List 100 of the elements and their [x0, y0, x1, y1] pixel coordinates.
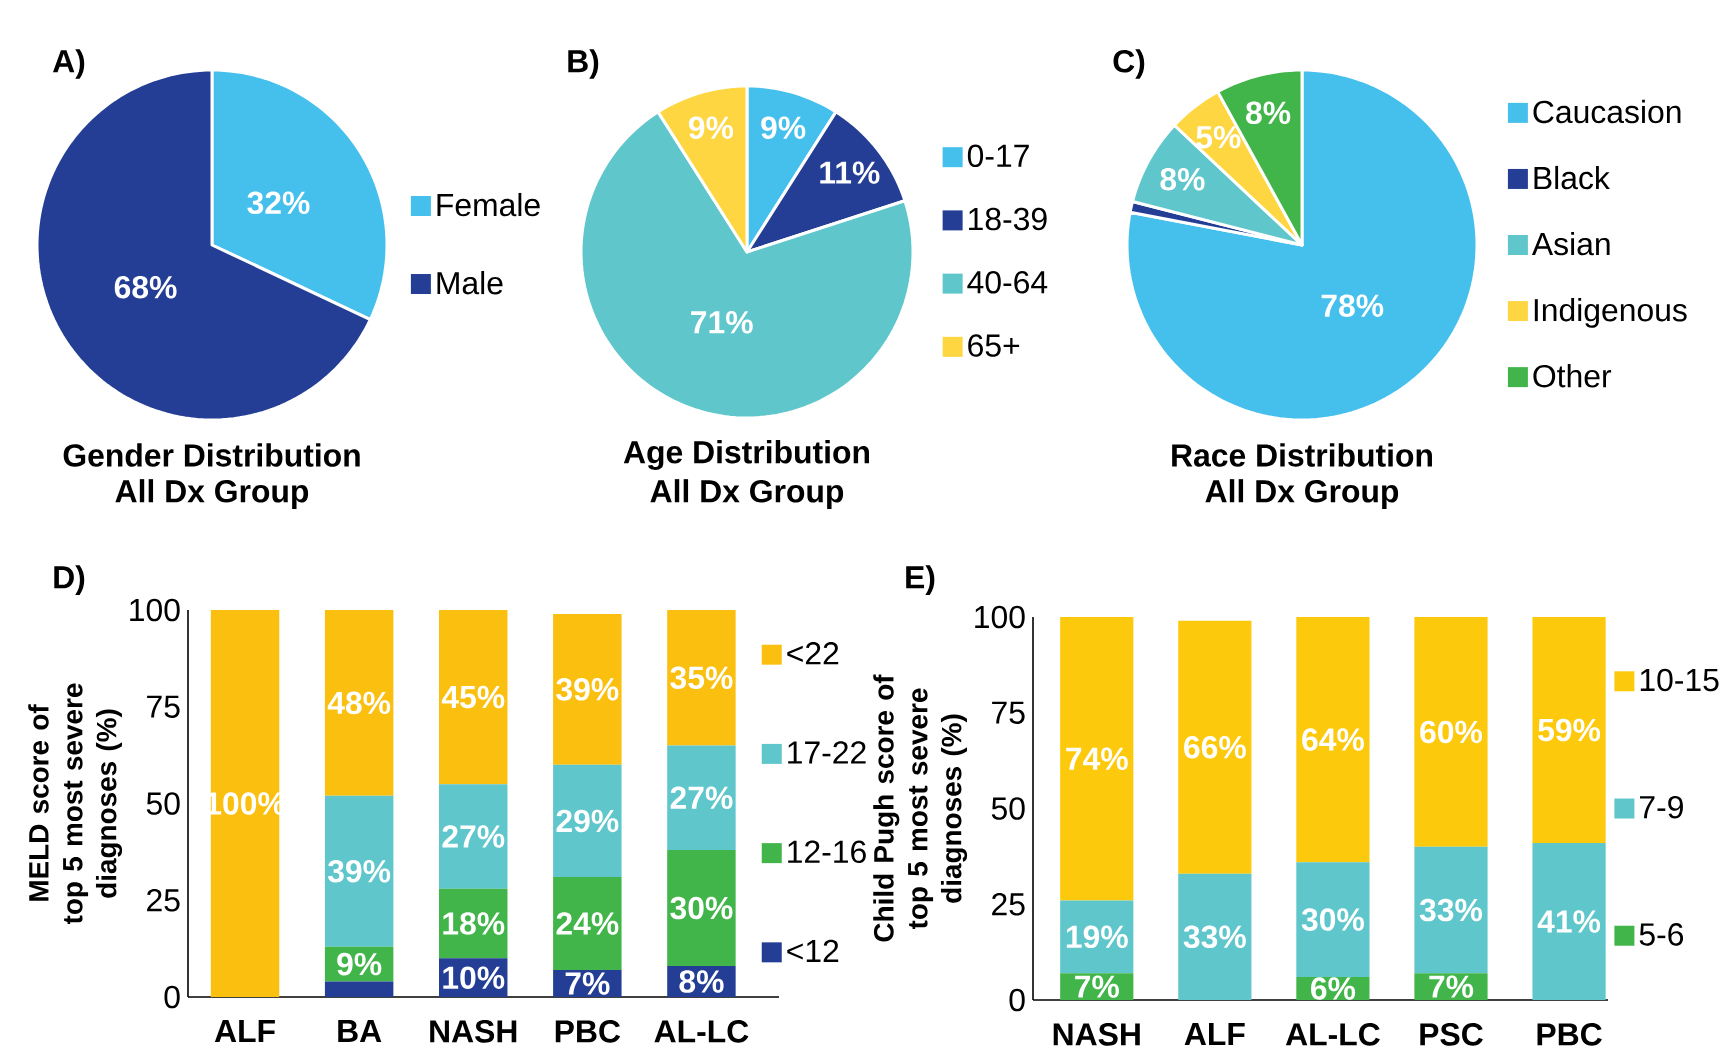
- x-tick-label: BA: [338, 1020, 382, 1042]
- y-tick-label: 50: [991, 797, 1025, 820]
- legend-label: 65+: [968, 334, 1020, 357]
- x-tick-label: PSC: [1420, 1023, 1483, 1046]
- data-label: 7%: [1075, 975, 1119, 998]
- legend-label: Female: [437, 192, 540, 217]
- text: Race Distribution: [1172, 443, 1432, 467]
- data-label: 29%: [556, 809, 619, 833]
- legend-label: Male: [437, 271, 503, 295]
- legend-label: 17-22: [788, 741, 866, 764]
- data-label: 30%: [1301, 908, 1364, 931]
- x-tick-label: NASH: [430, 1020, 517, 1043]
- y-tick-label: 0: [1009, 988, 1025, 1012]
- x-tick-label: PBC: [555, 1020, 621, 1043]
- text: B): [568, 49, 599, 79]
- bar: [1178, 873, 1252, 1001]
- bar: [1532, 617, 1606, 843]
- x-tick-label: AL-LC: [654, 1020, 749, 1043]
- data-label: 5%: [1196, 125, 1241, 149]
- y-tick-label: 100: [130, 598, 180, 622]
- text: A): [52, 49, 85, 79]
- bar: [1414, 617, 1488, 847]
- data-label: 9%: [688, 116, 734, 139]
- legend-label: Other: [1533, 364, 1612, 388]
- legend-label: 40-64: [967, 271, 1048, 294]
- data-label: 33%: [1183, 925, 1246, 949]
- data-label: 19%: [1066, 925, 1128, 949]
- data-label: 24%: [556, 912, 619, 935]
- legend-label: 0-17: [967, 144, 1029, 168]
- bar: [324, 795, 394, 947]
- data-label: 74%: [1066, 747, 1128, 770]
- x-tick-label: NASH: [1053, 1023, 1140, 1046]
- bar: [324, 610, 394, 796]
- data-label: 7%: [1429, 975, 1474, 998]
- data-label: 9%: [337, 952, 382, 976]
- bar: [324, 981, 394, 998]
- legend-label: 18-39: [969, 207, 1047, 231]
- x-tick-label: AL-LC: [1285, 1023, 1380, 1046]
- data-label: 11%: [820, 161, 880, 184]
- bar: [667, 849, 736, 967]
- bar: [1414, 846, 1488, 974]
- data-label: 78%: [1321, 294, 1384, 317]
- bar: [553, 877, 622, 970]
- data-label: 18%: [443, 912, 505, 935]
- data-label: 32%: [247, 191, 310, 215]
- bar: [1296, 617, 1370, 863]
- y-tick-label: 50: [146, 792, 180, 815]
- text: D): [54, 565, 85, 595]
- bar: [1178, 620, 1252, 874]
- legend-label: Indigenous: [1534, 298, 1687, 328]
- legend-label: 10-15: [1640, 668, 1719, 692]
- text: Age Distribution: [623, 440, 869, 470]
- data-label: 68%: [114, 275, 177, 299]
- data-label: 39%: [327, 859, 391, 883]
- bar: [553, 764, 622, 878]
- x-tick-label: ALF: [214, 1020, 275, 1042]
- legend-label: 7-9: [1640, 795, 1683, 819]
- legend-label: Caucasion: [1533, 99, 1681, 124]
- y-tick-label: 75: [992, 701, 1025, 724]
- bar: [1532, 842, 1606, 1001]
- y-tick-label: 0: [164, 985, 180, 1009]
- legend-label: 5-6: [1639, 923, 1684, 946]
- data-label: 8%: [679, 970, 724, 993]
- data-label: 8%: [1246, 101, 1291, 125]
- data-label: 66%: [1184, 735, 1246, 759]
- bar: [1296, 862, 1370, 978]
- data-label: 71%: [691, 311, 753, 334]
- data-label: 48%: [327, 691, 391, 715]
- data-label: 30%: [670, 896, 733, 920]
- data-label: 45%: [441, 685, 505, 709]
- data-label: 39%: [556, 678, 619, 701]
- bar: [210, 610, 280, 998]
- legend-label: <12: [787, 939, 839, 962]
- data-label: 7%: [565, 972, 610, 995]
- text: E): [906, 565, 935, 595]
- bar: [667, 610, 736, 746]
- data-label: 60%: [1420, 720, 1483, 744]
- text: All Dx Group: [115, 479, 309, 509]
- data-label: 64%: [1302, 728, 1364, 751]
- data-label: 9%: [761, 116, 806, 139]
- y-tick-label: 25: [147, 888, 180, 912]
- legend-label: Asian: [1531, 231, 1610, 256]
- text: All Dx Group: [650, 479, 844, 509]
- legend-label: Black: [1534, 165, 1610, 190]
- data-label: 27%: [670, 786, 733, 809]
- legend-label: 12-16: [788, 840, 866, 864]
- y-tick-label: 100: [975, 605, 1025, 629]
- text: Gender Distribution: [63, 443, 360, 467]
- data-label: 59%: [1538, 718, 1601, 742]
- data-label: 8%: [1160, 167, 1205, 191]
- x-tick-label: PBC: [1537, 1023, 1602, 1046]
- data-label: 33%: [1419, 898, 1483, 922]
- data-label: 35%: [670, 666, 733, 690]
- bar: [553, 613, 622, 765]
- data-label: 27%: [442, 825, 505, 848]
- bar: [667, 745, 736, 850]
- y-tick-label: 25: [992, 892, 1025, 916]
- y-axis-title: MELD score of top 5 most severe diagnoses (%): [28, 683, 123, 925]
- text: C): [1113, 49, 1145, 79]
- bar: [1060, 617, 1134, 901]
